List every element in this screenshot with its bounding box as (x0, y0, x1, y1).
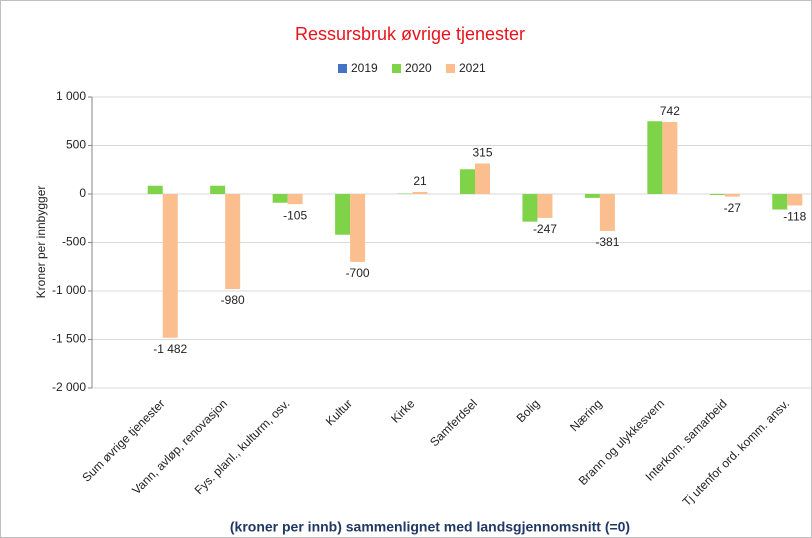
x-tick-label: Kirke (388, 396, 417, 425)
legend-label: 2019 (351, 61, 378, 75)
bar (724, 194, 740, 197)
data-label: 315 (472, 146, 492, 160)
x-tick-label: Kultur (323, 396, 355, 428)
bar (287, 194, 303, 205)
bar (272, 194, 288, 203)
legend-swatch (338, 64, 347, 73)
data-label: -27 (724, 201, 742, 215)
bar (662, 122, 678, 194)
data-label: -381 (595, 235, 619, 249)
legend-label: 2020 (405, 61, 432, 75)
bar (772, 194, 788, 210)
y-tick-label: -500 (62, 235, 86, 249)
bar (584, 194, 600, 198)
y-tick-label: 0 (79, 186, 86, 200)
bar (647, 121, 663, 194)
bar (335, 194, 351, 235)
x-tick-label: Samferdsel (427, 396, 480, 449)
bar (350, 194, 366, 262)
bar (147, 185, 163, 194)
y-tick-label: -1 500 (52, 332, 86, 346)
y-tick-label: 1 000 (56, 89, 86, 103)
bar (522, 194, 538, 222)
data-label: 21 (413, 174, 427, 188)
data-label: -980 (221, 293, 245, 307)
data-label: -700 (346, 266, 370, 280)
bar (599, 194, 615, 231)
x-tick-label: Tj utenfor ord. komm. ansv. (680, 396, 793, 509)
bar (460, 169, 475, 194)
x-axis-title: (kroner per innb) sammenlignet med lands… (230, 519, 630, 535)
legend-label: 2021 (459, 61, 486, 75)
y-tick-label: -2 000 (52, 380, 86, 394)
chart-title: Ressursbruk øvrige tjenester (295, 24, 525, 44)
bar (787, 194, 803, 206)
data-label: -1 482 (153, 342, 187, 356)
data-label: -105 (283, 208, 307, 222)
x-tick-label: Næring (567, 396, 605, 434)
y-tick-label: 500 (66, 138, 86, 152)
bar (475, 163, 490, 194)
bar (210, 185, 226, 194)
y-tick-label: -1 000 (52, 283, 86, 297)
bar (225, 194, 241, 290)
data-label: -118 (783, 210, 806, 224)
bar (162, 194, 178, 338)
data-label: -247 (533, 222, 557, 236)
y-axis-title: Kroner per innbygger (34, 186, 48, 299)
bar (709, 194, 725, 195)
bar (412, 191, 428, 194)
data-label: 742 (660, 104, 680, 118)
legend-swatch (392, 64, 401, 73)
x-tick-label: Bolig (514, 396, 543, 425)
bar (537, 194, 553, 218)
legend-swatch (446, 64, 455, 73)
